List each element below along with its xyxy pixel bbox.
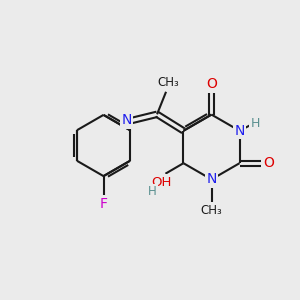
Text: N: N (234, 124, 245, 138)
Text: CH₃: CH₃ (158, 76, 179, 89)
Text: OH: OH (151, 176, 171, 189)
Text: O: O (206, 77, 217, 91)
Text: N: N (121, 113, 132, 127)
Text: CH₃: CH₃ (201, 204, 222, 217)
Text: H: H (148, 185, 157, 198)
Text: H: H (251, 117, 260, 130)
Text: F: F (100, 197, 107, 211)
Text: O: O (263, 156, 274, 170)
Text: N: N (206, 172, 217, 186)
